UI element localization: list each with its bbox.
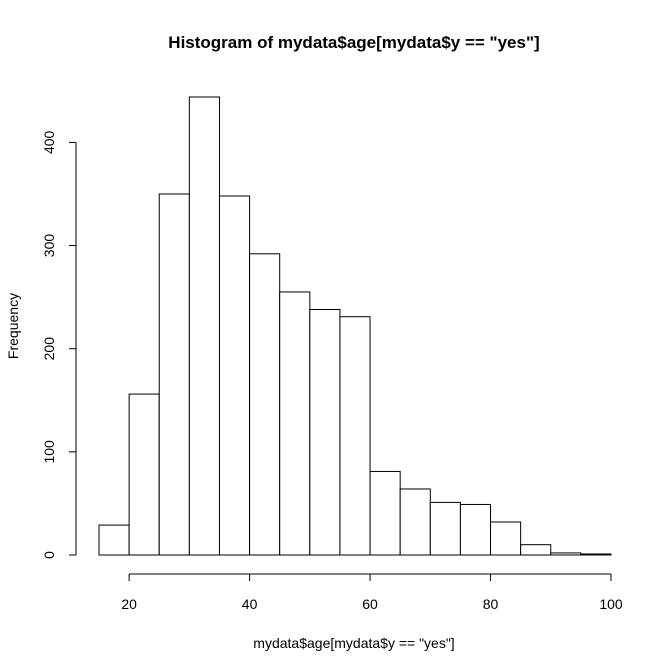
histogram-bar xyxy=(188,96,220,556)
x-tick-label: 20 xyxy=(121,596,137,612)
histogram-bar xyxy=(339,316,371,556)
x-axis: 20 40 60 80 100 xyxy=(121,573,623,612)
y-tick-label: 400 xyxy=(41,130,57,154)
bars-group xyxy=(98,96,612,556)
histogram-bar xyxy=(158,193,190,556)
histogram-bar xyxy=(98,524,130,556)
histogram-bar xyxy=(279,291,311,556)
histogram-bar xyxy=(490,521,522,556)
chart-title: Histogram of mydata$age[mydata$y == "yes… xyxy=(168,33,539,52)
histogram-bar xyxy=(128,393,160,556)
histogram-bar xyxy=(309,308,341,556)
x-tick-label: 60 xyxy=(362,596,378,612)
y-axis-label: Frequency xyxy=(5,293,21,359)
histogram-bar xyxy=(550,552,582,556)
y-tick-label: 100 xyxy=(41,440,57,464)
x-axis-label: mydata$age[mydata$y == "yes"] xyxy=(253,635,454,651)
histogram-bar xyxy=(249,253,281,556)
histogram-bar xyxy=(429,501,461,556)
x-tick-label: 80 xyxy=(483,596,499,612)
x-tick-label: 100 xyxy=(599,596,623,612)
histogram-bar xyxy=(369,470,401,556)
y-tick-label: 0 xyxy=(41,551,57,559)
y-axis: 0 100 200 300 400 xyxy=(41,130,77,559)
x-tick-label: 40 xyxy=(242,596,258,612)
histogram-bar xyxy=(218,195,251,556)
y-tick-label: 300 xyxy=(41,234,57,258)
histogram-bar xyxy=(520,544,552,556)
histogram-bar xyxy=(580,553,612,556)
histogram-bar xyxy=(459,503,492,556)
y-tick-label: 200 xyxy=(41,337,57,361)
histogram-bar xyxy=(399,488,431,556)
